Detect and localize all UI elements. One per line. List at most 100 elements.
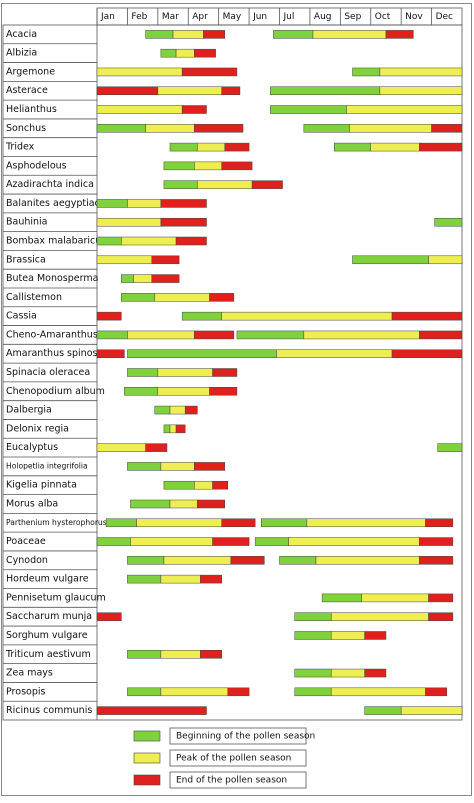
legend-swatch bbox=[133, 752, 161, 764]
row-label: Prosopis bbox=[6, 686, 46, 697]
row-label: Ricinus communis bbox=[6, 705, 92, 716]
row-label: Kigelia pinnata bbox=[6, 480, 77, 491]
season-segment bbox=[197, 180, 253, 189]
season-segment bbox=[121, 274, 134, 283]
season-segment bbox=[370, 142, 420, 152]
row-label: Delonix regia bbox=[6, 423, 69, 434]
season-segment bbox=[184, 405, 198, 415]
season-segment bbox=[194, 462, 225, 471]
season-segment bbox=[96, 311, 122, 321]
season-segment bbox=[96, 105, 183, 114]
season-segment bbox=[121, 236, 177, 246]
season-segment bbox=[437, 443, 463, 452]
season-segment bbox=[169, 499, 198, 509]
season-segment bbox=[127, 556, 165, 565]
legend-label: Peak of the pollen season bbox=[176, 754, 291, 764]
season-segment bbox=[294, 687, 332, 697]
season-segment bbox=[203, 30, 225, 39]
season-segment bbox=[236, 330, 305, 340]
season-segment bbox=[221, 86, 241, 95]
season-segment bbox=[163, 424, 171, 434]
season-segment bbox=[294, 668, 332, 678]
season-segment bbox=[169, 405, 186, 415]
season-segment bbox=[96, 199, 128, 208]
season-segment bbox=[419, 537, 454, 546]
season-segment bbox=[400, 706, 463, 715]
season-segment bbox=[276, 349, 393, 358]
season-segment bbox=[181, 67, 238, 77]
season-segment bbox=[224, 142, 250, 152]
legend-label: End of the pollen season bbox=[176, 776, 287, 786]
month-label: Aug bbox=[314, 12, 332, 22]
row-label: Cynodon bbox=[6, 555, 48, 566]
season-segment bbox=[330, 631, 365, 640]
season-segment bbox=[145, 443, 168, 452]
season-segment bbox=[160, 199, 207, 208]
row-label: Saccharum munja bbox=[6, 611, 92, 622]
row-label: Acacia bbox=[6, 29, 37, 40]
season-segment bbox=[349, 124, 432, 133]
season-segment bbox=[212, 537, 250, 546]
legend-swatch bbox=[133, 730, 161, 742]
season-segment bbox=[227, 687, 250, 697]
season-segment bbox=[428, 255, 463, 265]
season-segment bbox=[194, 48, 216, 58]
season-segment bbox=[127, 330, 195, 340]
row-label: Pennisetum glaucum bbox=[6, 592, 106, 603]
season-segment bbox=[157, 368, 213, 377]
row-label: Poaceae bbox=[6, 536, 46, 547]
season-segment bbox=[157, 86, 222, 95]
row-label: Hordeum vulgare bbox=[6, 574, 89, 585]
season-segment bbox=[154, 405, 171, 415]
season-segment bbox=[96, 236, 122, 246]
season-segment bbox=[175, 424, 186, 434]
season-segment bbox=[391, 311, 463, 321]
season-segment bbox=[364, 706, 402, 715]
row-label: Balanites aegyptiaca bbox=[6, 198, 106, 209]
season-segment bbox=[169, 142, 198, 152]
season-segment bbox=[303, 124, 350, 133]
season-segment bbox=[209, 293, 235, 302]
season-segment bbox=[361, 593, 429, 603]
season-segment bbox=[306, 518, 426, 528]
season-segment bbox=[230, 556, 265, 565]
season-segment bbox=[175, 236, 207, 246]
legend-label: Beginning of the pollen season bbox=[176, 732, 315, 742]
row-label: Zea mays bbox=[6, 668, 53, 679]
row-label: Sorghum vulgare bbox=[6, 630, 88, 641]
season-segment bbox=[121, 293, 156, 302]
season-segment bbox=[330, 687, 426, 697]
row-label: Azadirachta indica bbox=[6, 179, 94, 190]
month-label: Mar bbox=[162, 12, 179, 22]
season-segment bbox=[200, 650, 222, 659]
season-segment bbox=[279, 556, 317, 565]
row-label: Asterace bbox=[6, 85, 48, 96]
season-segment bbox=[419, 556, 454, 565]
season-segment bbox=[154, 293, 210, 302]
season-segment bbox=[428, 593, 454, 603]
season-segment bbox=[294, 612, 332, 621]
month-label: Jul bbox=[283, 12, 295, 22]
season-segment bbox=[315, 556, 420, 565]
season-segment bbox=[133, 274, 152, 283]
row-label: Eucalyptus bbox=[6, 442, 58, 453]
row-label: Asphodelous bbox=[6, 160, 67, 171]
season-segment bbox=[160, 48, 177, 58]
season-segment bbox=[303, 330, 420, 340]
table-frame bbox=[2, 24, 463, 721]
season-segment bbox=[352, 67, 381, 77]
season-segment bbox=[425, 518, 454, 528]
month-label: Feb bbox=[131, 12, 147, 22]
season-segment bbox=[96, 330, 128, 340]
season-segment bbox=[145, 30, 174, 39]
season-segment bbox=[127, 199, 162, 208]
season-segment bbox=[127, 650, 162, 659]
season-segment bbox=[163, 180, 198, 189]
row-label: Triticum aestivum bbox=[5, 649, 91, 660]
season-segment bbox=[160, 687, 229, 697]
season-segment bbox=[163, 480, 195, 490]
season-segment bbox=[160, 217, 207, 227]
season-segment bbox=[124, 387, 159, 396]
month-label: Apr bbox=[192, 12, 208, 22]
